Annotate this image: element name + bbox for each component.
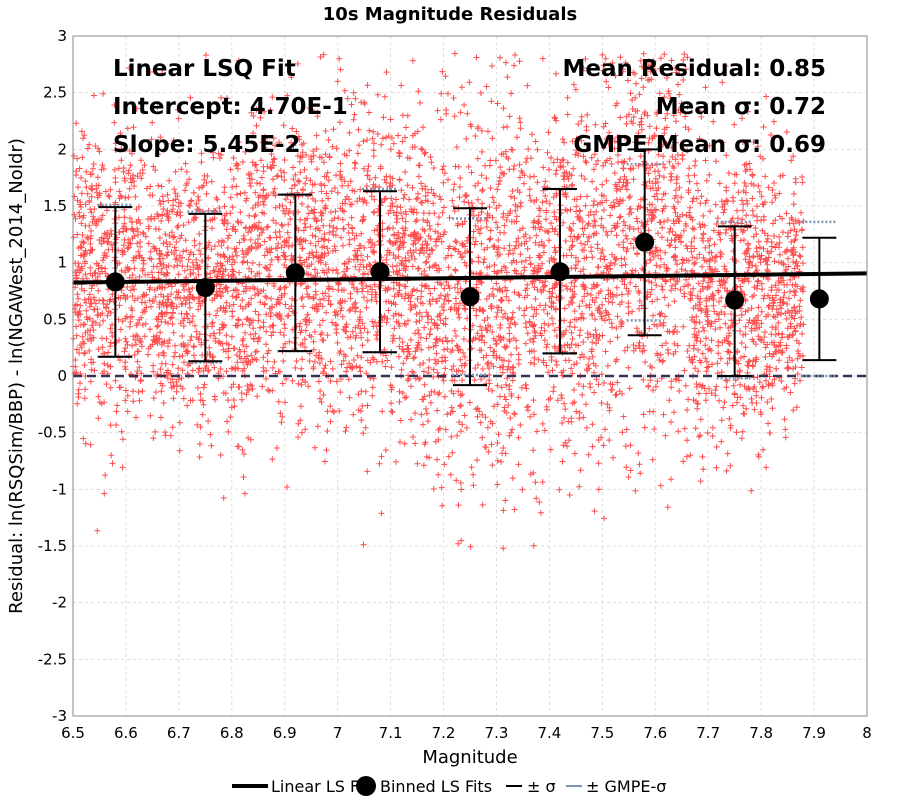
x-tick-label: 6.8 <box>220 724 244 742</box>
y-tick-label: -0.5 <box>38 424 67 442</box>
bin-mean-point <box>635 232 655 252</box>
annotation-fit-title: Linear LSQ Fit <box>113 56 296 82</box>
x-tick-label: 6.5 <box>61 724 85 742</box>
bin-mean-point <box>195 278 215 298</box>
y-axis-ticks: -3 -2.5 -2 -1.5 -1 -0.5 0 0.5 1 1.5 2 2.5 3 <box>38 27 67 725</box>
y-tick-label: 0 <box>57 367 67 385</box>
x-tick-label: 7.5 <box>590 724 614 742</box>
x-tick-label: 7.3 <box>485 724 509 742</box>
x-axis-label: Magnitude <box>422 747 517 768</box>
annotation-slope: Slope: 5.45E-2 <box>113 132 301 158</box>
x-tick-label: 7.2 <box>432 724 456 742</box>
annotation-mean-residual: Mean Residual: 0.85 <box>563 56 826 82</box>
x-tick-label: 7.6 <box>643 724 667 742</box>
x-tick-label: 6.6 <box>114 724 138 742</box>
y-tick-label: 1 <box>57 254 67 272</box>
legend-sigma-label: ± σ <box>527 777 556 796</box>
y-tick-label: 3 <box>57 27 67 45</box>
y-tick-label: 0.5 <box>43 310 67 328</box>
chart-title: 10s Magnitude Residuals <box>323 4 577 25</box>
annotation-left: Linear LSQ Fit Intercept: 4.70E-1 Slope:… <box>113 56 348 158</box>
x-tick-label: 6.9 <box>273 724 297 742</box>
plot-border <box>72 35 868 717</box>
bin-mean-point <box>460 287 480 307</box>
scatter-points <box>70 50 807 552</box>
x-axis-ticks: 6.5 6.6 6.7 6.8 6.9 7 7.1 7.2 7.3 7.4 7.5 7.6 7.7 7.8… <box>61 724 872 742</box>
x-tick-label: 7 <box>333 724 343 742</box>
annotation-mean-sigma: Mean σ: 0.72 <box>656 94 826 120</box>
x-tick-label: 7.7 <box>696 724 720 742</box>
legend: Linear LS Fit Binned LS Fits ± σ ± GMPE-… <box>232 776 666 796</box>
scatter-markers <box>70 50 807 552</box>
binned-fits <box>105 232 829 310</box>
y-tick-label: -2 <box>52 594 67 612</box>
x-tick-label: 7.4 <box>537 724 561 742</box>
x-tick-label: 8 <box>862 724 872 742</box>
annotation-intercept: Intercept: 4.70E-1 <box>113 94 348 120</box>
y-tick-label: -2.5 <box>38 650 67 668</box>
bin-mean-point <box>285 263 305 283</box>
bin-mean-point <box>725 290 745 310</box>
x-tick-label: 7.8 <box>749 724 773 742</box>
legend-bin-label: Binned LS Fits <box>380 777 492 796</box>
bin-mean-point <box>550 262 570 282</box>
x-tick-label: 6.7 <box>167 724 191 742</box>
bin-mean-point <box>105 272 125 292</box>
legend-gmpe-sigma-label: ± GMPE-σ <box>586 777 666 796</box>
annotation-right: Mean Residual: 0.85 Mean σ: 0.72 GMPE Me… <box>563 56 826 158</box>
legend-bin-swatch <box>356 776 376 796</box>
grid <box>72 35 868 717</box>
y-axis-label: Residual: ln(RSQSim/BBP) - ln(NGAWest_20… <box>6 138 27 614</box>
y-tick-label: -3 <box>52 707 67 725</box>
annotation-gmpe-mean-sigma: GMPE Mean σ: 0.69 <box>573 132 826 158</box>
y-tick-label: 2.5 <box>43 84 67 102</box>
legend-fit-line-label: Linear LS Fit <box>271 777 369 796</box>
y-tick-label: -1 <box>52 480 67 498</box>
bin-mean-point <box>809 289 829 309</box>
y-tick-label: 1.5 <box>43 197 67 215</box>
bin-mean-point <box>370 262 390 282</box>
x-tick-label: 7.1 <box>379 724 403 742</box>
y-tick-label: 2 <box>57 140 67 158</box>
x-tick-label: 7.9 <box>802 724 826 742</box>
y-tick-label: -1.5 <box>38 537 67 555</box>
